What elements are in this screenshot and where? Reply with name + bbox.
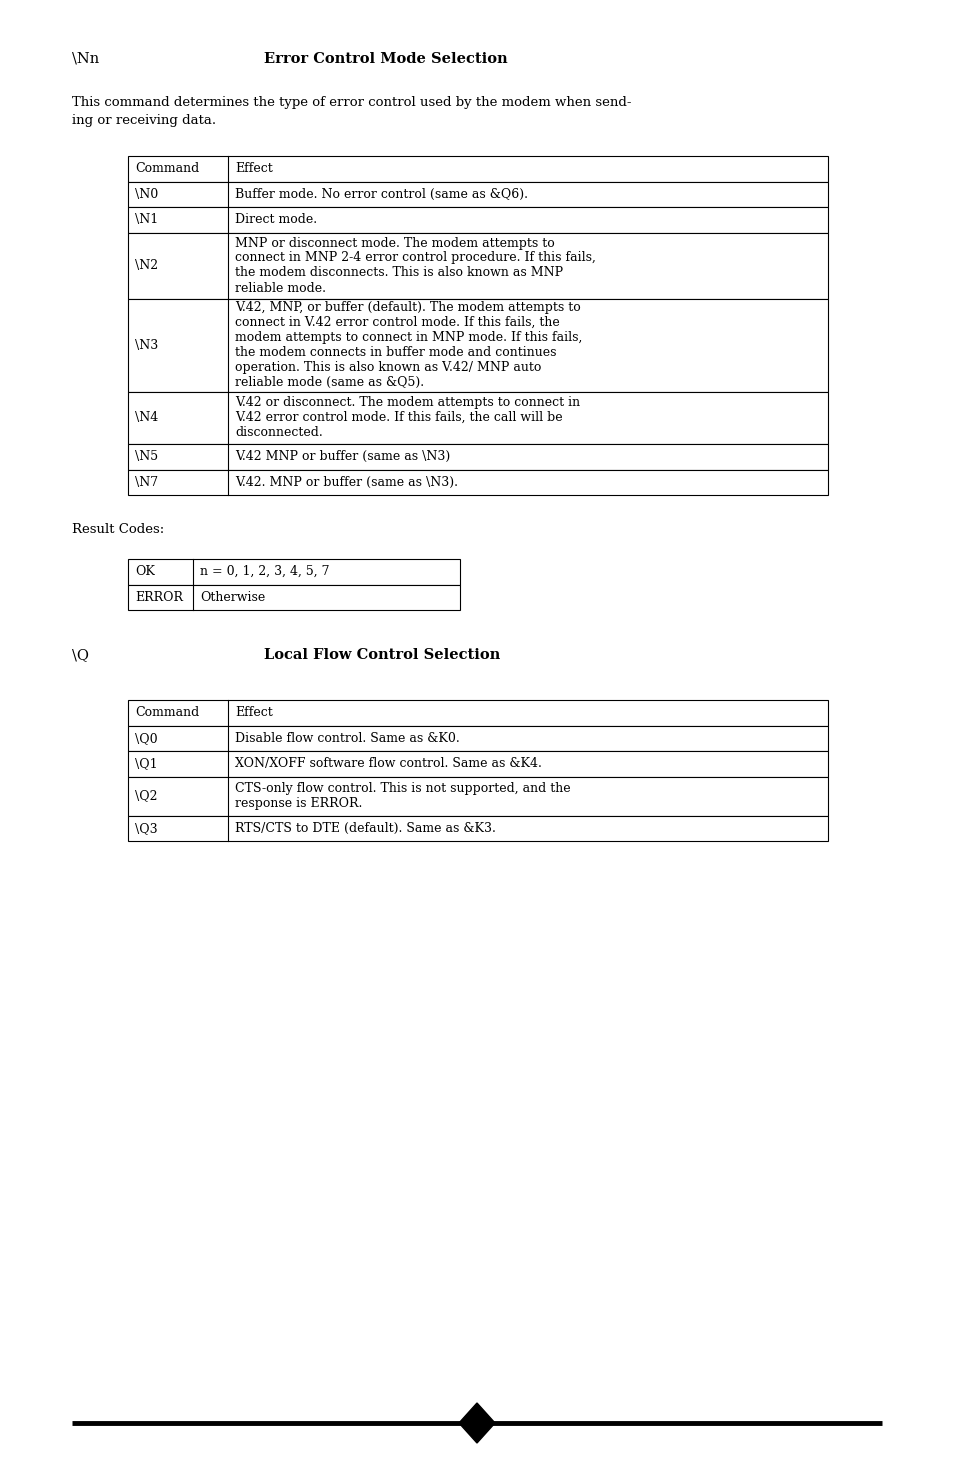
Text: Error Control Mode Selection: Error Control Mode Selection [264, 52, 507, 66]
Text: \N7: \N7 [135, 476, 158, 488]
Text: Direct mode.: Direct mode. [234, 214, 316, 226]
Text: Local Flow Control Selection: Local Flow Control Selection [264, 648, 499, 662]
Bar [128, 726, 827, 751]
Text: \Q2: \Q2 [135, 789, 157, 802]
Bar [128, 751, 827, 776]
Text: Command: Command [135, 162, 199, 176]
Text: V.42 MNP or buffer (same as \N3): V.42 MNP or buffer (same as \N3) [234, 450, 450, 463]
Text: \Q: \Q [71, 648, 89, 662]
Text: V.42 or disconnect. The modem attempts to connect in
V.42 error control mode. If: V.42 or disconnect. The modem attempts t… [234, 397, 579, 440]
Text: n = 0, 1, 2, 3, 4, 5, 7: n = 0, 1, 2, 3, 4, 5, 7 [200, 565, 329, 578]
Bar [128, 298, 827, 391]
Text: \Q1: \Q1 [135, 757, 157, 770]
Text: MNP or disconnect mode. The modem attempts to
connect in MNP 2-4 error control p: MNP or disconnect mode. The modem attemp… [234, 236, 596, 295]
Bar [128, 207, 827, 233]
Bar [128, 701, 827, 726]
Text: ing or receiving data.: ing or receiving data. [71, 114, 216, 127]
Text: \Q3: \Q3 [135, 822, 157, 835]
Text: This command determines the type of error control used by the modem when send-: This command determines the type of erro… [71, 96, 631, 109]
Text: Result Codes:: Result Codes: [71, 524, 164, 535]
Bar [128, 391, 827, 444]
Text: Buffer mode. No error control (same as &Q6).: Buffer mode. No error control (same as &… [234, 187, 527, 201]
Text: \N2: \N2 [135, 260, 158, 271]
Bar [128, 559, 459, 584]
Text: Otherwise: Otherwise [200, 591, 265, 603]
Text: \N0: \N0 [135, 187, 158, 201]
Text: Effect: Effect [234, 162, 273, 176]
Text: \Q0: \Q0 [135, 732, 157, 745]
Text: OK: OK [135, 565, 154, 578]
Text: ERROR: ERROR [135, 591, 183, 603]
Bar [128, 233, 827, 298]
Bar [128, 816, 827, 841]
Bar [128, 776, 827, 816]
Bar [128, 444, 827, 469]
Bar [128, 181, 827, 207]
Text: Command: Command [135, 707, 199, 720]
Text: Effect: Effect [234, 707, 273, 720]
Polygon shape [458, 1403, 495, 1443]
Text: Disable flow control. Same as &K0.: Disable flow control. Same as &K0. [234, 732, 459, 745]
Text: V.42. MNP or buffer (same as \N3).: V.42. MNP or buffer (same as \N3). [234, 476, 457, 488]
Text: CTS-only flow control. This is not supported, and the
response is ERROR.: CTS-only flow control. This is not suppo… [234, 782, 570, 810]
Text: \Nn: \Nn [71, 52, 99, 66]
Text: \N1: \N1 [135, 214, 158, 226]
Text: XON/XOFF software flow control. Same as &K4.: XON/XOFF software flow control. Same as … [234, 757, 541, 770]
Bar [128, 469, 827, 496]
Text: \N4: \N4 [135, 412, 158, 425]
Bar [128, 584, 459, 611]
Bar [128, 156, 827, 181]
Text: V.42, MNP, or buffer (default). The modem attempts to
connect in V.42 error cont: V.42, MNP, or buffer (default). The mode… [234, 301, 581, 389]
Text: RTS/CTS to DTE (default). Same as &K3.: RTS/CTS to DTE (default). Same as &K3. [234, 822, 496, 835]
Text: \N3: \N3 [135, 338, 158, 351]
Text: \N5: \N5 [135, 450, 158, 463]
